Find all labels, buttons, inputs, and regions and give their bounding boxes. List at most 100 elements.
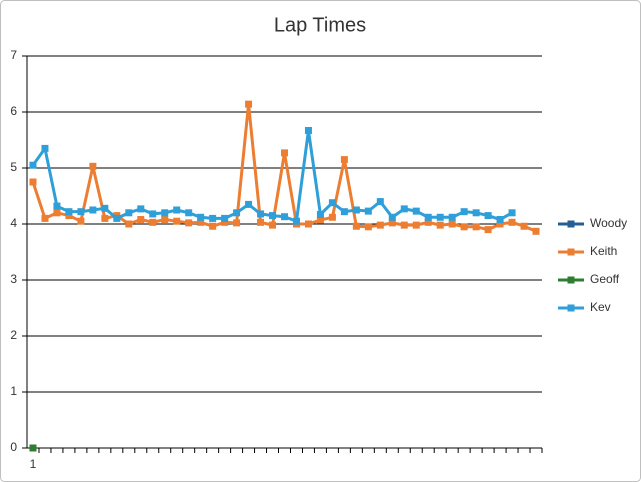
y-tick-label: 5	[10, 160, 17, 174]
data-point	[316, 216, 324, 224]
data-point	[352, 222, 360, 230]
y-tick-label: 4	[10, 216, 17, 230]
data-point	[424, 213, 432, 221]
y-tick-label: 1	[10, 384, 17, 398]
data-point	[113, 214, 121, 222]
data-point	[257, 218, 265, 226]
data-point	[209, 214, 217, 222]
x-tick-label: 1	[30, 457, 37, 471]
data-point	[65, 212, 73, 220]
data-point	[364, 223, 372, 231]
chart-title: Lap Times	[274, 14, 366, 36]
data-point	[125, 209, 133, 217]
legend-label: Kev	[590, 300, 611, 314]
data-point	[53, 209, 61, 217]
data-point	[149, 218, 157, 226]
data-point	[400, 221, 408, 229]
data-point	[448, 213, 456, 221]
y-tick-label: 3	[10, 272, 17, 286]
data-point	[328, 213, 336, 221]
data-point	[269, 221, 277, 229]
data-point	[281, 149, 288, 157]
data-point	[448, 220, 456, 228]
data-point	[388, 219, 396, 227]
data-point	[292, 217, 300, 225]
y-tick-label: 7	[10, 48, 17, 62]
data-point	[340, 208, 348, 216]
y-tick-label: 2	[10, 328, 17, 342]
data-point	[484, 226, 492, 234]
data-point	[221, 214, 229, 222]
legend-marker	[567, 276, 575, 284]
data-point	[472, 223, 480, 231]
data-point	[436, 221, 444, 229]
data-point	[508, 209, 516, 217]
data-point	[436, 213, 444, 221]
data-point	[340, 156, 348, 164]
data-point	[496, 216, 504, 224]
data-point	[532, 227, 540, 235]
data-point	[101, 214, 109, 222]
data-point	[508, 218, 516, 226]
data-point	[209, 222, 217, 230]
data-point	[281, 213, 288, 221]
data-point	[388, 213, 396, 221]
data-point	[137, 205, 145, 213]
data-point	[53, 202, 61, 210]
data-point	[412, 221, 420, 229]
data-point	[221, 218, 229, 226]
data-point	[41, 144, 49, 152]
data-point	[89, 206, 97, 214]
legend-label: Keith	[590, 244, 617, 258]
data-point	[400, 205, 408, 213]
data-point	[304, 220, 312, 228]
data-point	[376, 221, 384, 229]
data-point	[328, 199, 336, 207]
legend-marker	[567, 248, 575, 256]
data-point	[233, 219, 241, 227]
data-point	[185, 219, 193, 227]
data-point	[496, 220, 504, 228]
data-point	[65, 208, 73, 216]
data-point	[197, 213, 205, 221]
data-point	[257, 210, 265, 218]
data-point	[424, 218, 432, 226]
data-point	[29, 178, 37, 186]
data-point	[161, 209, 169, 217]
data-point	[460, 223, 468, 231]
legend-label: Woody	[590, 216, 627, 230]
data-point	[245, 100, 253, 108]
y-tick-label: 0	[10, 440, 17, 454]
data-point	[352, 206, 360, 214]
y-tick-label: 6	[10, 104, 17, 118]
data-point	[269, 212, 277, 220]
legend-label: Geoff	[590, 272, 620, 286]
data-point	[316, 210, 324, 218]
data-point	[41, 214, 49, 222]
data-point	[137, 216, 145, 224]
data-point	[173, 217, 181, 225]
data-point	[161, 216, 169, 224]
legend-marker	[567, 220, 575, 228]
data-point	[29, 444, 37, 452]
data-point	[29, 161, 37, 169]
data-point	[173, 206, 181, 214]
data-point	[197, 218, 205, 226]
data-point	[101, 204, 109, 212]
legend-marker	[567, 304, 575, 312]
data-point	[185, 209, 193, 217]
data-point	[77, 217, 85, 225]
data-point	[77, 208, 85, 216]
data-point	[412, 207, 420, 215]
data-point	[149, 210, 157, 218]
data-point	[376, 198, 384, 206]
data-point	[460, 208, 468, 216]
data-point	[520, 222, 528, 230]
data-point	[364, 207, 372, 215]
data-point	[245, 200, 253, 208]
data-point	[125, 220, 133, 228]
data-point	[233, 209, 241, 217]
